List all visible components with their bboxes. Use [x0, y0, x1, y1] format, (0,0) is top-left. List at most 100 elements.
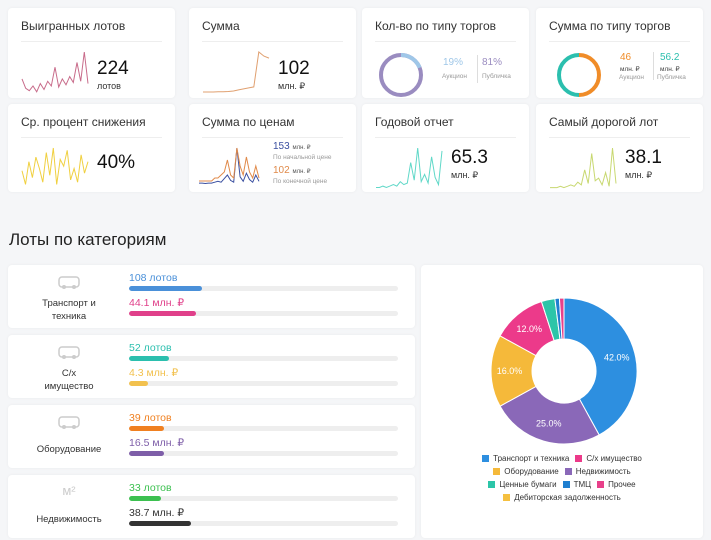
pie-slice[interactable]: [558, 297, 565, 340]
legend-swatch: [562, 481, 570, 488]
legend-swatch: [503, 494, 511, 501]
divider: [375, 41, 516, 42]
category-donut-chart: 42.0% 25.0% 16.0% 12.0%: [490, 297, 638, 445]
public-unit: млн. ₽: [660, 66, 680, 73]
auction-value: 46: [620, 52, 632, 63]
category-label-line2: техника: [51, 311, 87, 322]
ring-chart: [379, 53, 423, 97]
category-label: Оборудование: [36, 444, 102, 455]
category-row[interactable]: Оборудование 39 лотов 16.5 млн. ₽: [8, 405, 415, 468]
legend-swatch: [482, 455, 490, 462]
public-label: Публичка: [482, 73, 511, 80]
ring-chart: [557, 53, 601, 97]
legend-item[interactable]: ТМЦ: [562, 478, 592, 491]
public-pct: 81%: [482, 57, 503, 68]
legend-label: Транспорт и техника: [493, 454, 570, 463]
bar-fill: [129, 426, 164, 431]
divider: [549, 41, 690, 42]
legend-swatch: [564, 468, 572, 475]
public-value: 56.2: [660, 52, 680, 63]
legend-label: Прочее: [608, 480, 636, 489]
bar-fill: [129, 356, 170, 361]
stat-value: 65.3: [451, 147, 488, 168]
lot-sum: 4.3 млн. ₽: [129, 367, 179, 379]
category-row[interactable]: Транспорт и техника 108 лотов 44.1 млн. ₽: [8, 265, 415, 328]
legend-item[interactable]: Транспорт и техника: [482, 452, 569, 465]
start-price-label: По начальной цене: [273, 154, 332, 161]
ring-public: [557, 53, 580, 97]
legend-swatch: [488, 481, 496, 488]
lot-sum-bar: [129, 381, 398, 386]
category-label: Недвижимость: [36, 514, 102, 525]
bar-fill: [129, 311, 197, 316]
car-icon: [56, 273, 82, 291]
lot-sum-bar: [129, 451, 398, 456]
legend-label: Ценные бумаги: [499, 480, 557, 489]
card-title: Годовой отчет: [375, 115, 454, 129]
sparkline-line: [21, 147, 89, 185]
slice-label: 12.0%: [516, 324, 542, 334]
sparkline-line: [203, 51, 270, 93]
auction-pct: 19%: [443, 57, 464, 68]
card-sum-by-price: Сумма по ценам 153 млн. ₽ По начальной ц…: [189, 104, 356, 192]
card-title: Кол-во по типу торгов: [375, 19, 497, 33]
divider: [477, 55, 478, 83]
card-title: Сумма по ценам: [202, 115, 295, 129]
legend-label: С/х имущество: [586, 454, 642, 463]
auction-label: Аукцион: [619, 74, 644, 81]
icon-text: м²: [62, 483, 76, 498]
legend-item[interactable]: Дебиторская задолженность: [503, 491, 621, 504]
legend-item[interactable]: Ценные бумаги: [488, 478, 557, 491]
card-won-lots: Выигранных лотов 224 лотов: [8, 8, 175, 98]
divider: [21, 137, 162, 138]
lot-count-bar: [129, 496, 398, 501]
category-label: Транспорт и: [42, 298, 96, 309]
lot-count: 108 лотов: [129, 272, 178, 284]
lot-sum: 44.1 млн. ₽: [129, 297, 185, 309]
sparkline-line: [199, 147, 260, 182]
legend-label: ТМЦ: [573, 480, 592, 489]
card-annual-report: Годовой отчет 65.3 млн. ₽: [362, 104, 529, 192]
sparkline: [21, 147, 89, 185]
bar-fill: [129, 496, 162, 501]
lot-count-bar: [129, 286, 398, 291]
legend-item[interactable]: Прочее: [597, 478, 636, 491]
stat-unit: млн. ₽: [278, 81, 306, 91]
end-price-value: 102: [273, 165, 290, 176]
stat-value: 224: [97, 58, 129, 79]
divider: [375, 137, 516, 138]
tractor-icon: [56, 343, 82, 361]
lot-count: 39 лотов: [129, 412, 172, 424]
start-price-unit: млн. ₽: [292, 145, 311, 151]
stat-unit: млн. ₽: [625, 170, 653, 180]
public-label: Публичка: [657, 74, 686, 81]
category-row[interactable]: м² Недвижимость 33 лотов 38.7 млн. ₽: [8, 475, 415, 538]
end-price-unit: млн. ₽: [292, 169, 311, 175]
divider: [202, 41, 343, 42]
legend-label: Недвижимость: [575, 467, 631, 476]
lot-sum-bar: [129, 311, 398, 316]
legend-swatch: [575, 455, 583, 462]
sparkline: [21, 51, 89, 93]
ring-auction: [379, 53, 423, 97]
lot-sum-bar: [129, 521, 398, 526]
area-m2-icon: м²: [56, 483, 82, 501]
sparkline: [203, 51, 270, 93]
card-sum-by-type: Сумма по типу торгов 46 млн. ₽ Аукцион 5…: [536, 8, 703, 98]
stat-value: 38.1: [625, 147, 662, 168]
category-label-line2: имущество: [44, 381, 94, 392]
pie-slice[interactable]: [499, 385, 600, 445]
legend-item[interactable]: Недвижимость: [564, 465, 631, 478]
legend-item[interactable]: С/х имущество: [575, 452, 642, 465]
category-label: С/х: [61, 368, 77, 379]
legend-swatch: [597, 481, 605, 488]
divider: [21, 41, 162, 42]
legend-label: Оборудование: [504, 467, 559, 476]
category-pie-card: 42.0% 25.0% 16.0% 12.0% Транспорт и техника…: [421, 265, 703, 538]
legend-item[interactable]: Оборудование: [493, 465, 559, 478]
stat-unit: млн. ₽: [451, 170, 479, 180]
bar-fill: [129, 521, 191, 526]
ring-auction: [578, 53, 601, 97]
category-row[interactable]: С/х имущество 52 лотов 4.3 млн. ₽: [8, 335, 415, 398]
pie-slice[interactable]: [563, 297, 638, 436]
